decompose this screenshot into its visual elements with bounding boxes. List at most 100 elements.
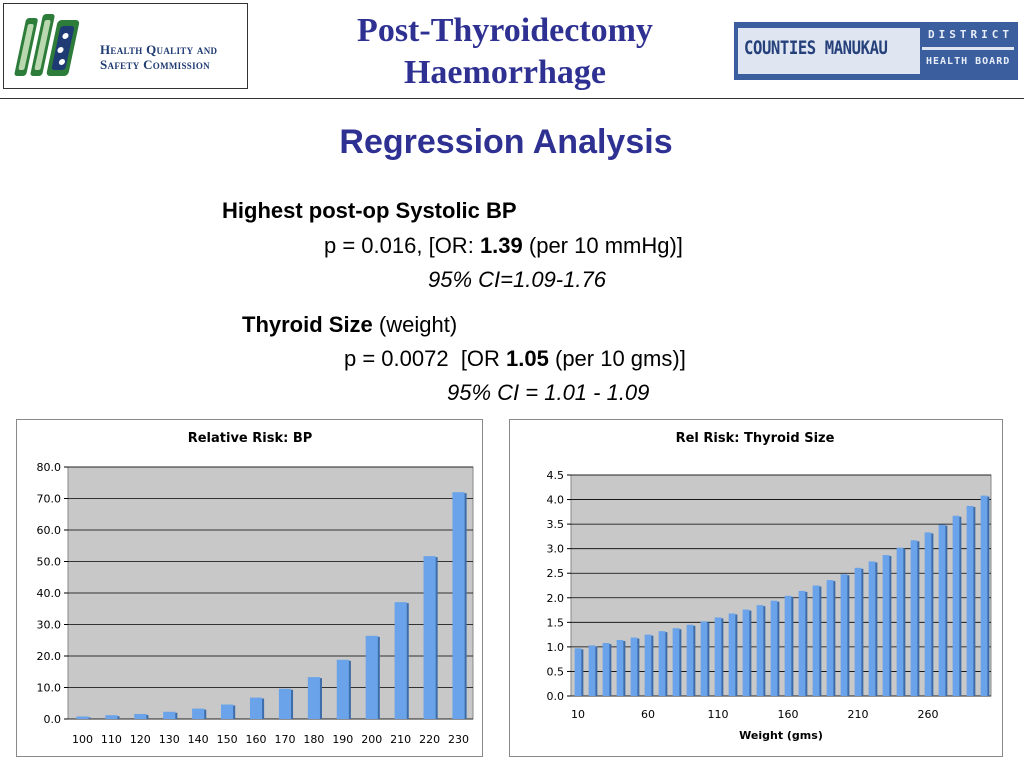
y-tick-label: 0.0: [547, 690, 565, 703]
x-tick-label: 10: [571, 708, 585, 721]
cmdhb-logo-health-board: HEALTH BOARD: [926, 56, 1011, 67]
y-tick-label: 10.0: [37, 682, 62, 695]
bp-unit: (per 10 mmHg)]: [522, 233, 683, 258]
bar: [76, 716, 89, 719]
y-tick-label: 2.0: [547, 592, 565, 605]
cmdhb-logo-main: COUNTIES MANUKAU: [744, 37, 888, 59]
bar: [423, 556, 436, 719]
bar: [672, 628, 680, 696]
thyroid-title-bold: Thyroid Size: [242, 312, 373, 337]
x-tick-label: 110: [708, 708, 729, 721]
bar: [105, 715, 118, 719]
bar: [924, 532, 932, 696]
x-tick-label: 150: [217, 733, 238, 746]
bar: [966, 505, 974, 696]
x-tick-label: 100: [72, 733, 93, 746]
y-tick-label: 20.0: [37, 650, 62, 663]
bar: [278, 688, 292, 719]
bar: [896, 547, 904, 696]
bp-chart-svg: Relative Risk: BP 0.0 10.0 20.0 30.0 40.0 50.0…: [37, 431, 474, 746]
thyroid-p-value: p = 0.0072 [OR: [344, 346, 507, 371]
hqsc-logo-text: Health Quality and Safety Commission: [100, 42, 217, 72]
thyroid-odds-ratio: 1.05: [506, 346, 549, 371]
bar: [686, 624, 694, 696]
header-divider: [0, 98, 1024, 99]
bar: [868, 561, 876, 696]
y-tick-label: 4.5: [547, 469, 565, 482]
y-tick-label: 0.5: [547, 665, 565, 678]
bp-confidence-interval: 95% CI=1.09-1.76: [428, 267, 606, 292]
bar: [770, 600, 778, 696]
bar: [798, 590, 806, 696]
bar: [658, 631, 666, 696]
bar: [700, 621, 708, 696]
y-tick-label: 1.5: [547, 616, 565, 629]
bar: [840, 574, 848, 696]
y-tick-label: 60.0: [37, 524, 62, 537]
cmdhb-logo-district: DISTRICT: [928, 28, 1013, 41]
bar: [882, 555, 890, 696]
bar: [952, 515, 960, 696]
bar: [221, 704, 234, 719]
hqsc-logo-line2: Safety Commission: [100, 57, 210, 72]
page-title: Post-Thyroidectomy Haemorrhage: [290, 10, 720, 94]
hqsc-logo: Health Quality and Safety Commission: [3, 3, 248, 89]
bar: [812, 585, 820, 696]
bar: [714, 617, 722, 696]
bp-p-value: p = 0.016, [OR:: [324, 233, 480, 258]
bar: [616, 640, 624, 696]
x-tick-label: 180: [303, 733, 324, 746]
bar: [134, 713, 147, 719]
cmdhb-logo-panel: COUNTIES MANUKAU: [738, 28, 920, 74]
bar: [756, 605, 764, 696]
cmdhb-logo: COUNTIES MANUKAU DISTRICT HEALTH BOARD: [734, 22, 1018, 80]
y-tick-label: 30.0: [37, 619, 62, 632]
y-tick-label: 70.0: [37, 493, 62, 506]
y-tick-label: 80.0: [37, 461, 62, 474]
x-tick-label: 110: [101, 733, 122, 746]
bar: [452, 492, 465, 719]
page-title-line1: Post-Thyroidectomy: [357, 12, 653, 49]
bp-chart: Relative Risk: BP 0.0 10.0 20.0 30.0 40.0 50.0…: [16, 419, 483, 757]
bar: [854, 567, 862, 696]
x-tick-label: 200: [361, 733, 382, 746]
bar: [365, 635, 378, 719]
bar: [980, 495, 988, 696]
x-tick-label: 260: [918, 708, 939, 721]
bp-odds-ratio: 1.39: [479, 233, 523, 258]
y-tick-label: 3.0: [547, 543, 565, 556]
bar: [938, 524, 946, 696]
hqsc-emblem-icon: [14, 14, 80, 76]
x-tick-label: 230: [448, 733, 469, 746]
x-tick-label: 190: [332, 733, 353, 746]
x-tick-label: 170: [274, 733, 295, 746]
bar: [630, 637, 638, 696]
bar: [588, 645, 596, 696]
y-tick-label: 0.0: [44, 713, 62, 726]
x-tick-label: 210: [848, 708, 869, 721]
bar: [307, 677, 320, 719]
x-tick-label: 120: [130, 733, 151, 746]
bar: [574, 648, 582, 696]
y-tick-label: 3.5: [547, 518, 565, 531]
x-tick-label: 140: [188, 733, 209, 746]
x-tick-label: 60: [641, 708, 655, 721]
thyroid-result-stats: p = 0.0072 [OR 1.05 (per 10 gms)]: [344, 346, 686, 372]
thyroid-chart: Rel Risk: Thyroid Size 0.0 0.5 1.0 1.5 2.0 2.5…: [509, 419, 1003, 757]
thyroid-confidence-interval: 95% CI = 1.01 - 1.09: [447, 380, 650, 405]
y-tick-label: 1.0: [547, 641, 565, 654]
x-tick-label: 210: [390, 733, 411, 746]
bar: [394, 602, 407, 719]
y-tick-label: 50.0: [37, 556, 62, 569]
bar: [910, 540, 918, 696]
y-tick-label: 40.0: [37, 587, 62, 600]
page-title-line2: Haemorrhage: [403, 54, 607, 91]
y-tick-label: 4.0: [547, 494, 565, 507]
bar: [728, 613, 736, 696]
x-tick-label: 130: [159, 733, 180, 746]
plot-area: [570, 474, 992, 697]
bar: [644, 634, 652, 696]
thyroid-title-extra: (weight): [372, 312, 458, 337]
bp-result-title: Highest post-op Systolic BP: [222, 198, 517, 223]
bar: [163, 711, 176, 719]
